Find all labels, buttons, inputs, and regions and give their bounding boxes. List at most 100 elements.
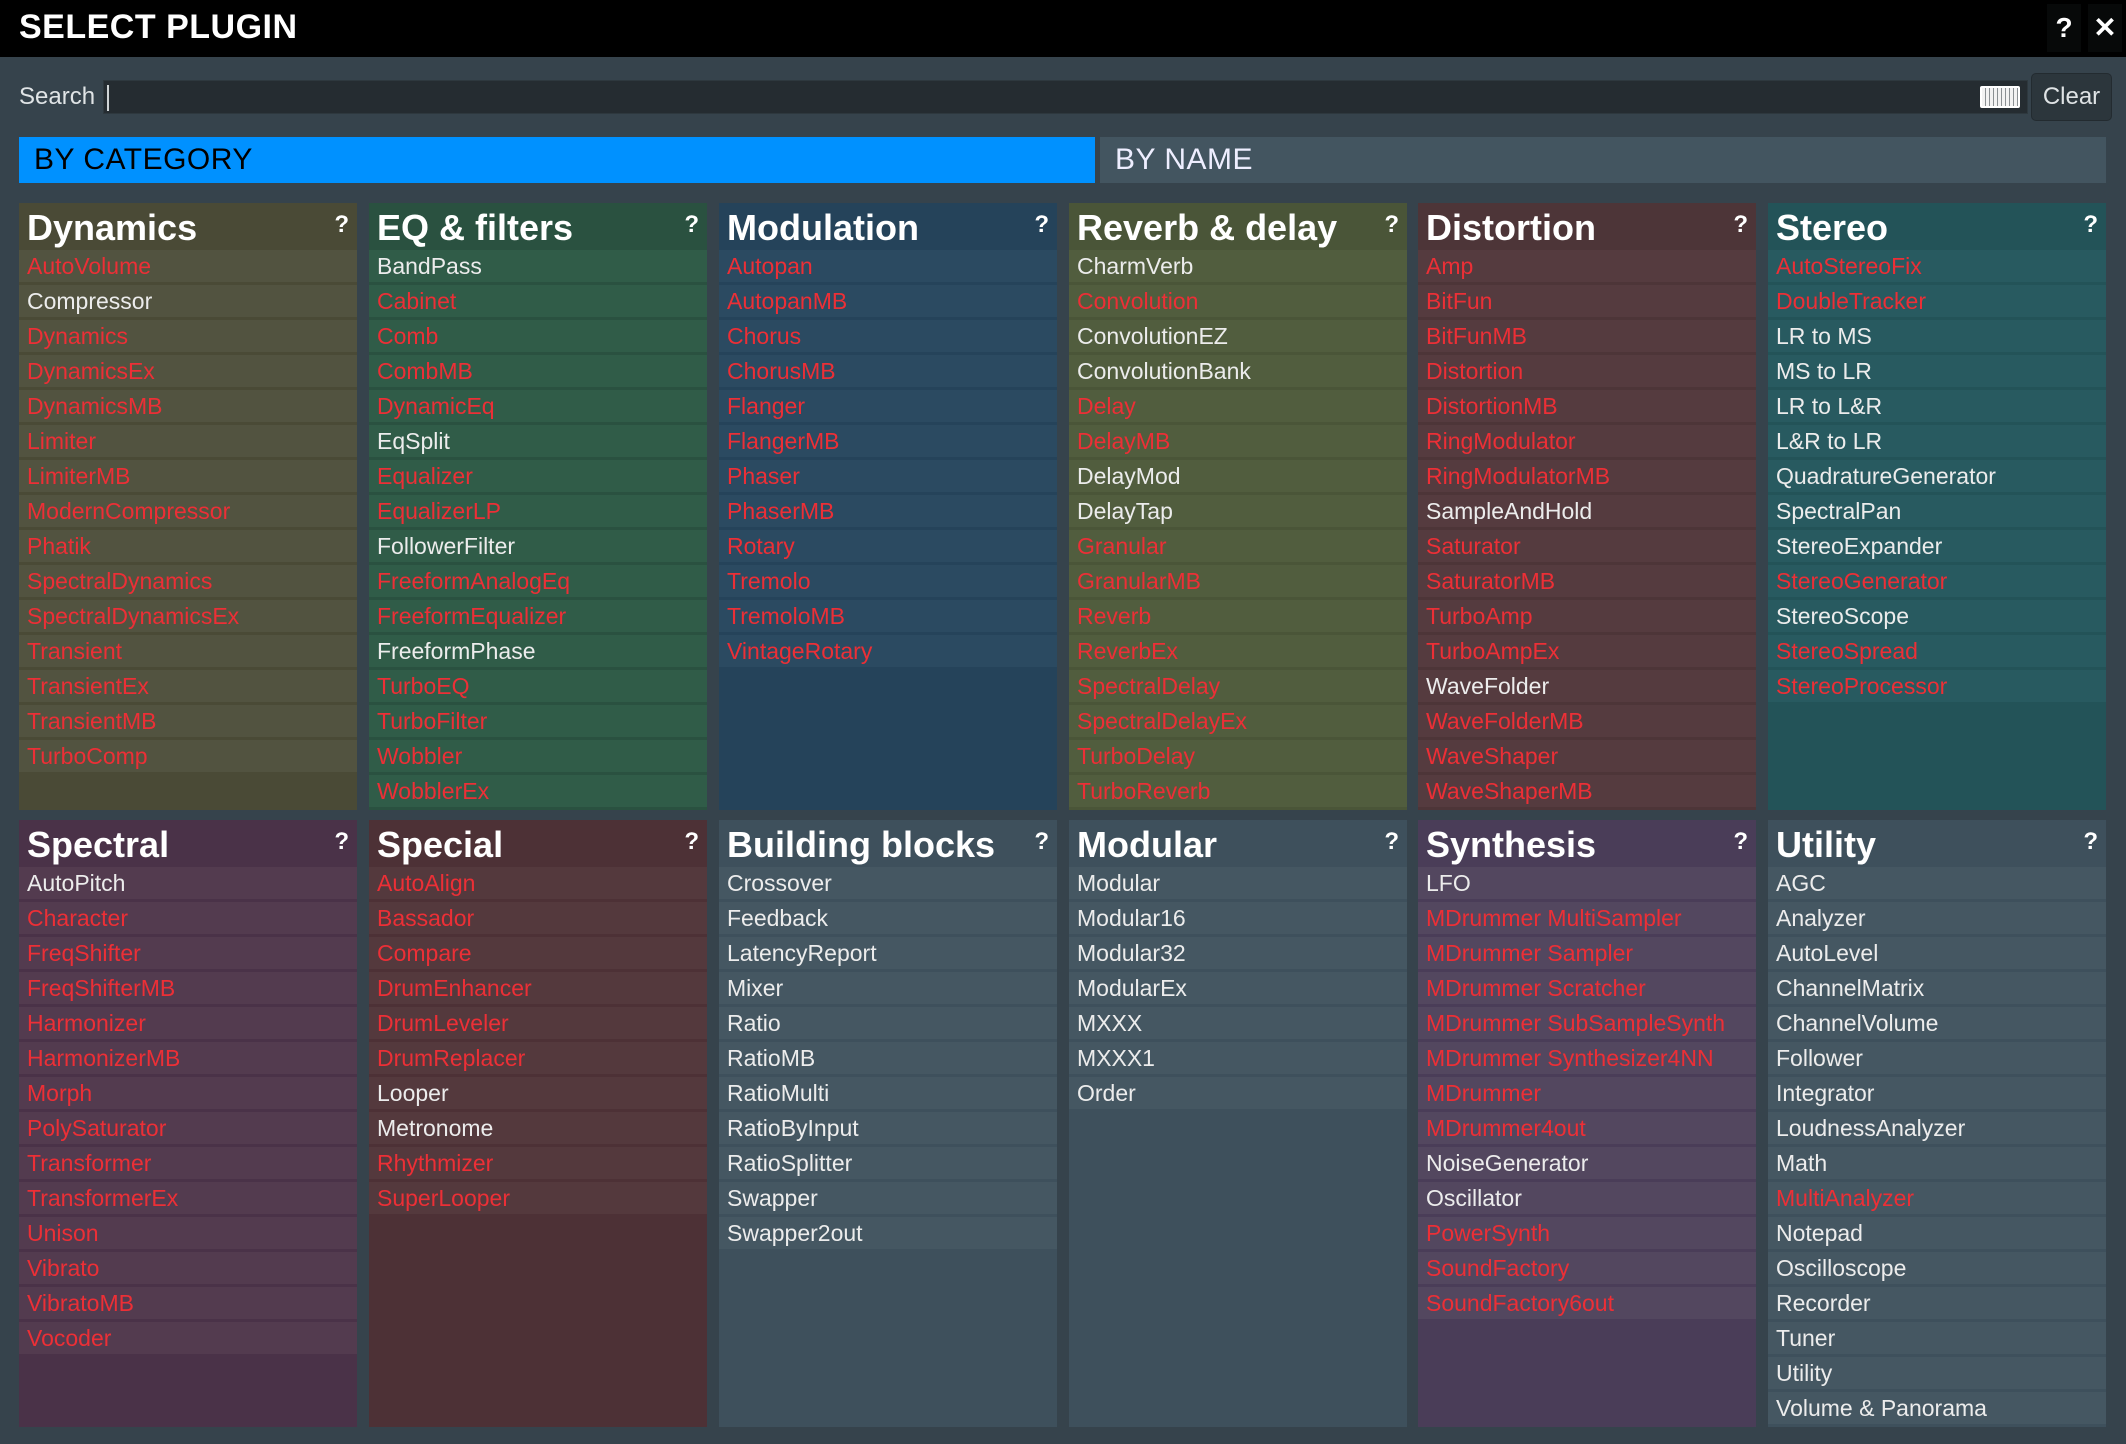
plugin-item[interactable]: MDrummer MultiSampler: [1418, 902, 1756, 934]
plugin-item[interactable]: StereoGenerator: [1768, 565, 2106, 597]
plugin-item[interactable]: FollowerFilter: [369, 530, 707, 562]
plugin-item[interactable]: TransformerEx: [19, 1182, 357, 1214]
close-button[interactable]: ✕: [2088, 4, 2122, 52]
help-button[interactable]: ?: [2047, 4, 2081, 52]
plugin-item[interactable]: ConvolutionBank: [1069, 355, 1407, 387]
plugin-item[interactable]: Flanger: [719, 390, 1057, 422]
plugin-item[interactable]: Vibrato: [19, 1252, 357, 1284]
category-help-icon[interactable]: ?: [1034, 211, 1049, 238]
category-help-icon[interactable]: ?: [2083, 211, 2098, 238]
plugin-item[interactable]: WaveShaper: [1418, 740, 1756, 772]
plugin-item[interactable]: DelayMod: [1069, 460, 1407, 492]
plugin-item[interactable]: Delay: [1069, 390, 1407, 422]
plugin-item[interactable]: AutoVolume: [19, 250, 357, 282]
plugin-item[interactable]: HarmonizerMB: [19, 1042, 357, 1074]
plugin-item[interactable]: DrumEnhancer: [369, 972, 707, 1004]
plugin-item[interactable]: NoiseGenerator: [1418, 1147, 1756, 1179]
plugin-item[interactable]: Compressor: [19, 285, 357, 317]
plugin-item[interactable]: RatioByInput: [719, 1112, 1057, 1144]
plugin-item[interactable]: Wobbler: [369, 740, 707, 772]
plugin-item[interactable]: Ratio: [719, 1007, 1057, 1039]
plugin-item[interactable]: TurboAmp: [1418, 600, 1756, 632]
plugin-item[interactable]: Rhythmizer: [369, 1147, 707, 1179]
plugin-item[interactable]: LatencyReport: [719, 937, 1057, 969]
plugin-item[interactable]: Phatik: [19, 530, 357, 562]
plugin-item[interactable]: SoundFactory6out: [1418, 1287, 1756, 1319]
plugin-item[interactable]: Volume & Panorama: [1768, 1392, 2106, 1424]
plugin-item[interactable]: WaveFolder: [1418, 670, 1756, 702]
plugin-item[interactable]: MXXX1: [1069, 1042, 1407, 1074]
plugin-item[interactable]: Transformer: [19, 1147, 357, 1179]
plugin-item[interactable]: Saturator: [1418, 530, 1756, 562]
plugin-item[interactable]: Limiter: [19, 425, 357, 457]
plugin-item[interactable]: Morph: [19, 1077, 357, 1109]
plugin-item[interactable]: PolySaturator: [19, 1112, 357, 1144]
plugin-item[interactable]: BandPass: [369, 250, 707, 282]
plugin-item[interactable]: Modular: [1069, 867, 1407, 899]
plugin-item[interactable]: Bassador: [369, 902, 707, 934]
plugin-item[interactable]: TurboFilter: [369, 705, 707, 737]
plugin-item[interactable]: Unison: [19, 1217, 357, 1249]
plugin-item[interactable]: Metronome: [369, 1112, 707, 1144]
plugin-item[interactable]: PhaserMB: [719, 495, 1057, 527]
plugin-item[interactable]: RatioSplitter: [719, 1147, 1057, 1179]
plugin-item[interactable]: TransientEx: [19, 670, 357, 702]
plugin-item[interactable]: Cabinet: [369, 285, 707, 317]
plugin-item[interactable]: Modular32: [1069, 937, 1407, 969]
plugin-item[interactable]: Character: [19, 902, 357, 934]
plugin-item[interactable]: Transient: [19, 635, 357, 667]
category-help-icon[interactable]: ?: [1384, 211, 1399, 238]
plugin-item[interactable]: Swapper2out: [719, 1217, 1057, 1249]
category-help-icon[interactable]: ?: [1733, 211, 1748, 238]
category-help-icon[interactable]: ?: [1733, 828, 1748, 855]
plugin-item[interactable]: Amp: [1418, 250, 1756, 282]
plugin-item[interactable]: SoundFactory: [1418, 1252, 1756, 1284]
plugin-item[interactable]: StereoExpander: [1768, 530, 2106, 562]
plugin-item[interactable]: Granular: [1069, 530, 1407, 562]
plugin-item[interactable]: SpectralDynamicsEx: [19, 600, 357, 632]
plugin-item[interactable]: Feedback: [719, 902, 1057, 934]
plugin-item[interactable]: ModularEx: [1069, 972, 1407, 1004]
plugin-item[interactable]: MultiAnalyzer: [1768, 1182, 2106, 1214]
plugin-item[interactable]: Distortion: [1418, 355, 1756, 387]
plugin-item[interactable]: Math: [1768, 1147, 2106, 1179]
plugin-item[interactable]: Comb: [369, 320, 707, 352]
plugin-item[interactable]: Oscillator: [1418, 1182, 1756, 1214]
category-help-icon[interactable]: ?: [684, 828, 699, 855]
plugin-item[interactable]: Looper: [369, 1077, 707, 1109]
plugin-item[interactable]: ChorusMB: [719, 355, 1057, 387]
plugin-item[interactable]: GranularMB: [1069, 565, 1407, 597]
plugin-item[interactable]: TremoloMB: [719, 600, 1057, 632]
plugin-item[interactable]: AutoPitch: [19, 867, 357, 899]
plugin-item[interactable]: DistortionMB: [1418, 390, 1756, 422]
clear-button[interactable]: Clear: [2031, 73, 2112, 121]
plugin-item[interactable]: PowerSynth: [1418, 1217, 1756, 1249]
plugin-item[interactable]: DynamicsEx: [19, 355, 357, 387]
plugin-item[interactable]: MXXX: [1069, 1007, 1407, 1039]
plugin-item[interactable]: Autopan: [719, 250, 1057, 282]
category-help-icon[interactable]: ?: [2083, 828, 2098, 855]
plugin-item[interactable]: SpectralDelay: [1069, 670, 1407, 702]
plugin-item[interactable]: QuadratureGenerator: [1768, 460, 2106, 492]
plugin-item[interactable]: BitFun: [1418, 285, 1756, 317]
plugin-item[interactable]: MDrummer Synthesizer4NN: [1418, 1042, 1756, 1074]
plugin-item[interactable]: AutoAlign: [369, 867, 707, 899]
plugin-item[interactable]: DynamicsMB: [19, 390, 357, 422]
plugin-item[interactable]: Convolution: [1069, 285, 1407, 317]
plugin-item[interactable]: FreeformPhase: [369, 635, 707, 667]
plugin-item[interactable]: Phaser: [719, 460, 1057, 492]
plugin-item[interactable]: Crossover: [719, 867, 1057, 899]
plugin-item[interactable]: AutoLevel: [1768, 937, 2106, 969]
plugin-item[interactable]: SaturatorMB: [1418, 565, 1756, 597]
plugin-item[interactable]: BitFunMB: [1418, 320, 1756, 352]
plugin-item[interactable]: Recorder: [1768, 1287, 2106, 1319]
plugin-item[interactable]: LimiterMB: [19, 460, 357, 492]
plugin-item[interactable]: AutopanMB: [719, 285, 1057, 317]
plugin-item[interactable]: TurboAmpEx: [1418, 635, 1756, 667]
plugin-item[interactable]: TurboReverb: [1069, 775, 1407, 807]
plugin-item[interactable]: Tuner: [1768, 1322, 2106, 1354]
plugin-item[interactable]: TurboComp: [19, 740, 357, 772]
plugin-item[interactable]: Reverb: [1069, 600, 1407, 632]
plugin-item[interactable]: Integrator: [1768, 1077, 2106, 1109]
plugin-item[interactable]: VintageRotary: [719, 635, 1057, 667]
